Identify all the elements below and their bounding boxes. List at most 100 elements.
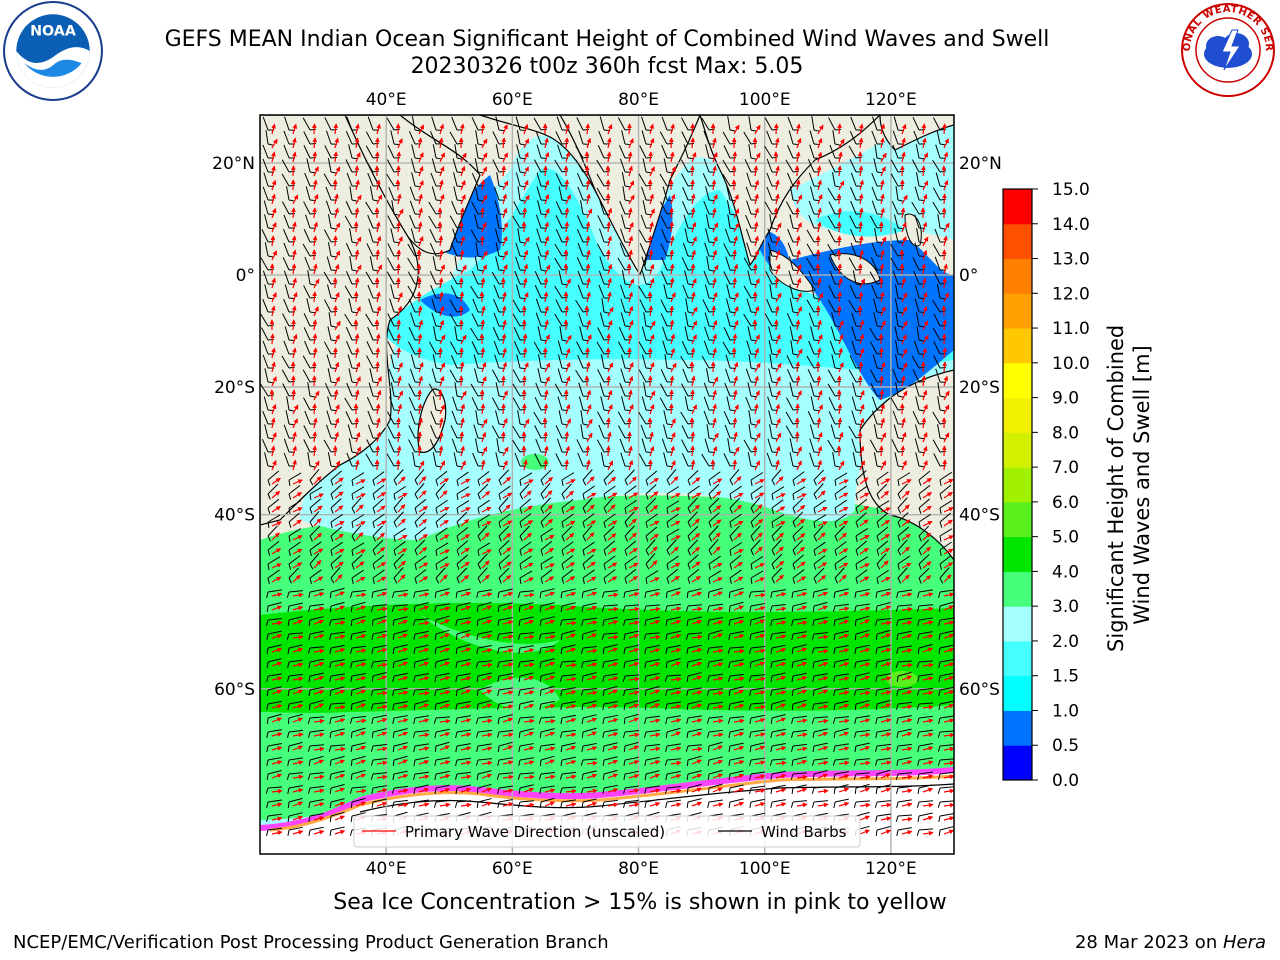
- map-plot-area: [260, 115, 954, 854]
- wind-barb: [913, 130, 920, 145]
- wave-arrow: [921, 165, 926, 177]
- wind-barb: [345, 201, 353, 215]
- wave-arrow: [795, 207, 800, 219]
- wind-barb: [387, 145, 395, 159]
- wind-barb: [555, 215, 563, 229]
- wave-arrow: [332, 347, 338, 359]
- wind-barb: [911, 201, 920, 215]
- wind-barb: [682, 186, 689, 201]
- wind-barb: [829, 270, 836, 285]
- wind-barb: [554, 159, 563, 173]
- wind-barb: [659, 173, 668, 187]
- wind-barb: [871, 242, 878, 257]
- wind-barb: [534, 285, 542, 299]
- wind-barb: [934, 228, 941, 243]
- wind-barb-flag: [939, 128, 947, 131]
- wind-barb-flag: [330, 310, 338, 313]
- wind-barb-flag: [666, 212, 674, 215]
- wind-barb: [807, 158, 815, 173]
- wind-barb-flag: [623, 745, 626, 753]
- wind-barb: [365, 159, 374, 173]
- wind-barb-flag: [624, 436, 632, 439]
- wind-barb-flag: [456, 157, 463, 160]
- wind-barb-flag: [456, 226, 464, 229]
- wind-barb: [932, 159, 941, 173]
- wind-barb: [809, 186, 815, 201]
- wind-barb: [449, 271, 458, 285]
- wind-barb-flag: [309, 408, 317, 411]
- wind-barb-flag: [708, 269, 715, 272]
- wind-barb-flag: [456, 352, 464, 355]
- wave-arrow: [270, 333, 275, 345]
- wind-barb: [387, 243, 395, 257]
- wind-barb-flag: [309, 128, 317, 131]
- wind-barb: [262, 158, 269, 173]
- wind-barb: [411, 144, 416, 159]
- wind-barb-flag: [435, 212, 442, 215]
- wind-barb: [912, 257, 920, 271]
- noaa-logo-icon: NOAA: [3, 1, 103, 101]
- wave-arrow: [437, 389, 443, 401]
- wind-barb-flag: [750, 142, 758, 145]
- wind-barb-flag: [603, 254, 611, 257]
- wave-arrow: [899, 165, 905, 177]
- wind-barb-flag: [665, 591, 668, 599]
- wind-barb: [429, 229, 437, 243]
- wind-barb: [554, 243, 563, 257]
- wind-barb: [431, 186, 437, 201]
- wind-barb-flag: [876, 157, 883, 160]
- wave-arrow: [501, 403, 506, 415]
- wind-barb: [850, 228, 857, 243]
- wind-barb: [576, 257, 584, 271]
- wind-barb-flag: [771, 128, 779, 131]
- wave-arrow: [689, 165, 695, 177]
- wind-barb: [639, 145, 647, 159]
- wind-barb: [449, 131, 458, 145]
- wind-barb-flag: [918, 241, 925, 244]
- wind-barb: [621, 172, 626, 187]
- wind-barb: [661, 116, 668, 131]
- wind-barb: [327, 158, 332, 173]
- wind-barb: [368, 228, 374, 243]
- wind-barb-flag: [561, 296, 568, 299]
- wind-barb-flag: [287, 717, 290, 725]
- wind-barb-flag: [813, 240, 821, 243]
- wave-arrow: [627, 431, 632, 443]
- wave-arrow: [291, 207, 296, 219]
- wind-barb: [264, 242, 269, 257]
- wind-barb: [471, 271, 479, 285]
- wind-barb: [640, 214, 647, 229]
- wind-barb-flag: [434, 619, 437, 627]
- wind-barb: [432, 144, 437, 159]
- wind-barb: [933, 117, 941, 131]
- wind-barb: [619, 242, 626, 257]
- wind-barb: [262, 186, 269, 201]
- wind-barb-flag: [392, 759, 395, 767]
- wind-barb: [495, 214, 500, 229]
- wind-barb-flag: [749, 619, 752, 627]
- wind-barb: [827, 229, 836, 243]
- wind-barb: [450, 285, 458, 299]
- wind-barb: [747, 270, 752, 285]
- wind-barb: [808, 214, 815, 229]
- wind-barb-flag: [288, 199, 295, 202]
- wind-barb-flag: [602, 689, 605, 697]
- wave-arrow: [396, 417, 401, 429]
- wind-barb: [410, 158, 416, 173]
- wind-barb-flag: [435, 352, 443, 355]
- wind-barb: [453, 186, 458, 201]
- wave-arrow: [311, 361, 317, 373]
- wind-barb: [596, 243, 605, 257]
- wind-barb: [705, 214, 710, 229]
- wind-barb-flag: [371, 619, 374, 627]
- wind-barb: [495, 144, 500, 159]
- wind-barb: [515, 242, 521, 257]
- noaa-logo-text: NOAA: [30, 24, 76, 40]
- wind-barb: [283, 144, 290, 159]
- wind-barb: [618, 144, 626, 159]
- wind-barb-flag: [875, 773, 878, 781]
- wind-barb-flag: [729, 184, 736, 187]
- wind-barb: [895, 186, 899, 201]
- wind-barb: [935, 172, 941, 187]
- wind-barb-flag: [918, 185, 925, 188]
